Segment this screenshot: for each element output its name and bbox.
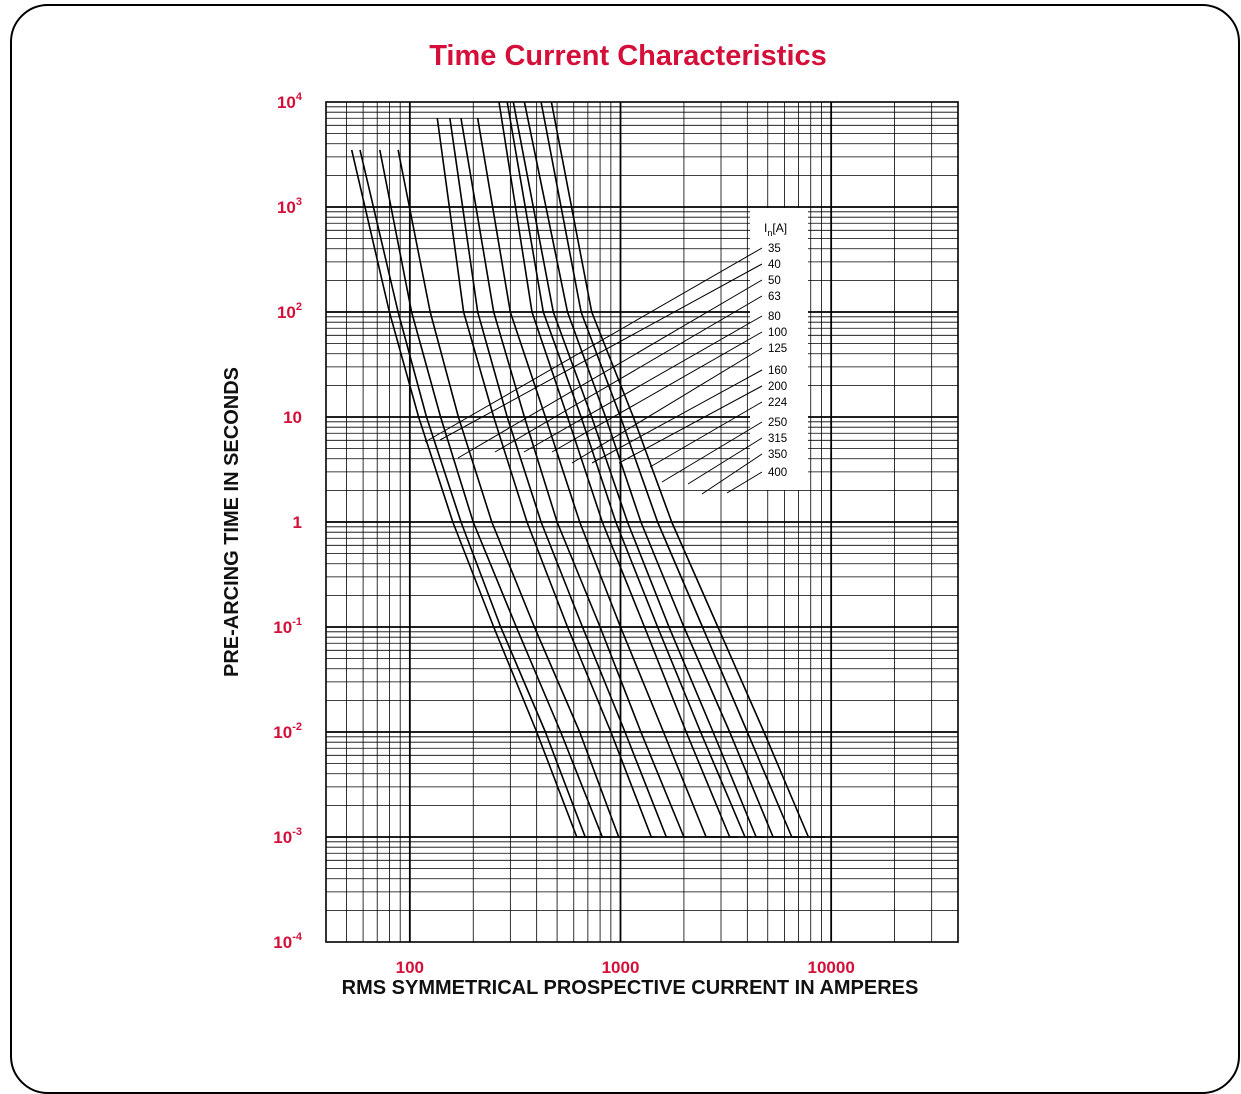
y-tick-label: 10-3 [273, 826, 302, 847]
leader-line-315 [687, 437, 763, 485]
curve-63 [397, 149, 624, 838]
legend-title: In[A] [764, 221, 787, 238]
y-tick-label: 10 [283, 408, 302, 427]
x-tick-labels: 100 1000 10000 [396, 958, 855, 977]
x-axis-label: RMS SYMMETRICAL PROSPECTIVE CURRENT IN A… [342, 977, 919, 999]
leader-line-125 [571, 347, 763, 464]
curves [350, 101, 826, 838]
legend-label-50: 50 [768, 275, 781, 287]
x-tick-label: 1000 [602, 958, 640, 977]
curve-100 [449, 118, 669, 838]
legend-label-250: 250 [768, 417, 787, 429]
legend-label-350: 350 [768, 449, 787, 461]
legend-label-125: 125 [768, 343, 787, 355]
y-tick-label: 10-4 [273, 931, 303, 952]
y-axis-label: PRE-ARCING TIME IN SECONDS [221, 367, 243, 677]
y-tick-label: 10-2 [273, 721, 302, 742]
x-tick-label: 100 [396, 958, 424, 977]
curve-50 [379, 149, 611, 838]
curve-80 [436, 118, 655, 838]
leader-line-160 [591, 369, 763, 464]
time-current-chart: Time Current Characteristics In[A] 35 40 50… [221, 40, 959, 999]
leader-line-50 [457, 279, 763, 459]
legend-label-63: 63 [768, 291, 781, 303]
legend-label-224: 224 [768, 397, 788, 409]
curve-400 [550, 101, 826, 838]
leader-line-400 [726, 471, 763, 494]
y-tick-label: 10-1 [273, 616, 302, 637]
legend-label-200: 200 [768, 381, 787, 393]
leader-line-80 [523, 315, 763, 453]
leader-line-35 [424, 247, 763, 443]
curve-160 [476, 118, 720, 838]
leader-line-40 [439, 263, 763, 441]
chart-title: Time Current Characteristics [429, 40, 827, 72]
y-tick-label: 1 [293, 513, 302, 532]
legend: In[A] 35 40 50 63 80 100 125 160 200 224 250 315 350 4… [424, 208, 808, 495]
leader-line-350 [701, 453, 763, 495]
y-tick-label: 103 [277, 196, 302, 217]
x-tick-label: 10000 [808, 958, 855, 977]
y-tick-label: 104 [277, 91, 303, 112]
curve-250 [512, 101, 764, 838]
leader-line-200 [618, 385, 763, 464]
grid [325, 101, 959, 943]
curve-350 [540, 101, 802, 838]
leader-line-224 [649, 401, 763, 468]
legend-label-80: 80 [768, 311, 781, 323]
curve-125 [460, 118, 687, 838]
legend-label-400: 400 [768, 467, 787, 479]
legend-label-160: 160 [768, 365, 787, 377]
y-tick-label: 102 [277, 301, 302, 322]
curve-35 [350, 149, 591, 838]
curve-315 [523, 101, 786, 838]
legend-label-100: 100 [768, 327, 787, 339]
leader-line-250 [661, 421, 763, 483]
legend-label-315: 315 [768, 433, 787, 445]
curve-40 [359, 149, 603, 838]
leader-line-100 [551, 331, 763, 453]
leader-line-63 [494, 295, 763, 453]
legend-label-40: 40 [768, 259, 781, 271]
curve-200 [498, 101, 738, 838]
legend-label-35: 35 [768, 243, 781, 255]
curve-224 [506, 101, 752, 838]
